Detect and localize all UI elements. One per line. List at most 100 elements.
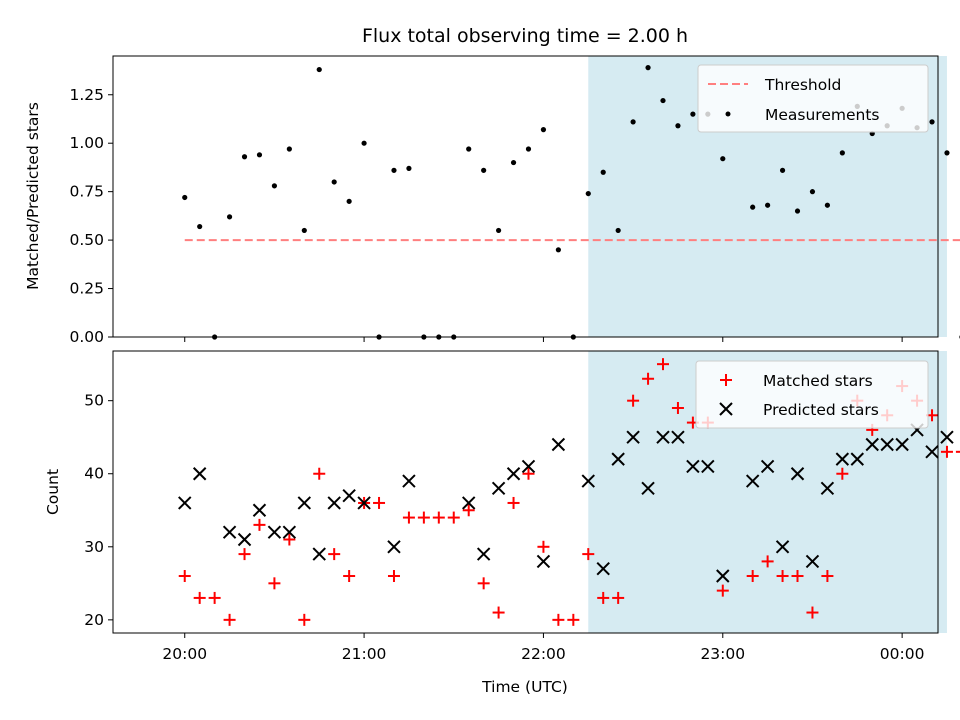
predicted-star-point (641, 481, 655, 496)
predicted-star-point (402, 474, 416, 488)
predicted-star-point (551, 437, 566, 452)
measurement-point (241, 154, 248, 160)
predicted-star-point (716, 569, 730, 583)
matched-star-point (193, 591, 206, 604)
measurement-point (525, 146, 532, 152)
matched-star-point (955, 450, 960, 453)
predicted-star-point (387, 540, 401, 554)
matched-star-point (462, 504, 475, 517)
measurement-point (660, 97, 666, 104)
x-tick-label: 00:00 (880, 645, 925, 663)
predicted-star-point (252, 503, 267, 517)
predicted-star-point (521, 459, 536, 474)
bottom-y-axis-label: Count (44, 469, 62, 515)
matched-star-point (208, 591, 221, 604)
x-tick-label: 20:00 (162, 645, 207, 663)
measurement-point (182, 194, 188, 201)
measurement-point (466, 146, 472, 152)
measurement-point (750, 204, 756, 210)
matched-star-point (582, 548, 595, 561)
predicted-star-point (895, 437, 909, 452)
measurement-point (271, 183, 278, 189)
matched-star-point (940, 445, 953, 458)
predicted-star-point (312, 547, 326, 561)
measurement-point (839, 150, 845, 156)
matched-star-point (821, 570, 834, 583)
measurement-point (779, 167, 786, 173)
matched-star-point (313, 467, 326, 480)
predicted-star-point (880, 437, 894, 452)
predicted-star-point (476, 547, 491, 561)
measurements-series (182, 65, 960, 340)
top-y-tick-label: 0.25 (69, 280, 104, 298)
matched-star-point (373, 496, 386, 509)
predicted-star-point (461, 496, 476, 510)
top-y-tick-label: 0.75 (69, 183, 104, 201)
measurement-point (301, 227, 307, 234)
x-tick-label: 23:00 (700, 645, 745, 663)
measurement-point (481, 167, 487, 173)
matched-star-point (253, 518, 266, 531)
matched-star-point (612, 591, 625, 604)
matched-star-point (223, 613, 236, 626)
matched-star-point (627, 394, 640, 407)
predicted-star-point (671, 430, 685, 444)
measurement-point (929, 119, 935, 125)
matched-star-point (522, 467, 535, 480)
predicted-star-point (805, 554, 820, 569)
matched-star-point (283, 533, 296, 546)
bottom-panel: 2030405020:0021:0022:0023:0000:0001:0002… (44, 350, 960, 696)
bottom-legend: Matched stars Predicted stars (695, 360, 929, 429)
matched-star-point (417, 511, 430, 524)
top-axes-frame (112, 55, 939, 338)
matched-star-point (806, 606, 819, 619)
top-legend: Threshold Measurements (697, 64, 929, 133)
matched-star-point (716, 584, 729, 597)
predicted-star-point (835, 452, 850, 466)
bottom-y-tick-label: 50 (84, 392, 104, 410)
measurement-point (495, 227, 502, 234)
measurement-point (346, 198, 352, 204)
matched-star-point (776, 570, 789, 583)
matched-star-point (238, 548, 251, 561)
measurement-point (809, 189, 816, 195)
predicted-star-point (925, 445, 939, 459)
measurement-point (361, 140, 367, 146)
measurement-point (615, 227, 621, 234)
predicted-star-point (297, 496, 312, 510)
predicted-star-point (611, 452, 625, 466)
top-y-axis-label: Matched/Predicted stars (24, 102, 42, 290)
bottom-y-tick-label: 30 (84, 538, 104, 556)
matched-star-point (746, 570, 759, 583)
matched-star-point (642, 372, 655, 385)
predicted-star-point (506, 467, 521, 481)
predicted-star-point (222, 525, 237, 539)
legend-measurements-swatch (725, 111, 731, 117)
measurement-point (765, 202, 771, 208)
legend-matched-swatch (720, 374, 732, 386)
predicted-stars-series (178, 423, 954, 583)
predicted-star-point (267, 525, 282, 539)
matched-star-point (761, 555, 774, 568)
bottom-axes-frame (112, 350, 939, 634)
predicted-star-point (745, 474, 760, 488)
legend-measurements-label: Measurements (765, 106, 880, 124)
legend-matched-label: Matched stars (763, 372, 873, 390)
measurement-point (645, 65, 651, 71)
measurement-point (585, 190, 591, 197)
measurement-point (720, 156, 726, 162)
measurement-point (555, 247, 561, 253)
measurement-point (794, 208, 801, 214)
measurement-point (256, 152, 263, 158)
matched-star-point (552, 613, 565, 626)
matched-star-point (657, 358, 669, 371)
predicted-star-point (656, 430, 670, 444)
measurement-point (286, 146, 292, 152)
predicted-star-point (357, 496, 371, 510)
predicted-star-point (192, 467, 207, 481)
predicted-star-point (327, 496, 341, 510)
matched-star-point (268, 577, 281, 590)
matched-star-point (836, 467, 849, 480)
measurement-point (406, 165, 412, 171)
predicted-star-point (178, 496, 192, 510)
